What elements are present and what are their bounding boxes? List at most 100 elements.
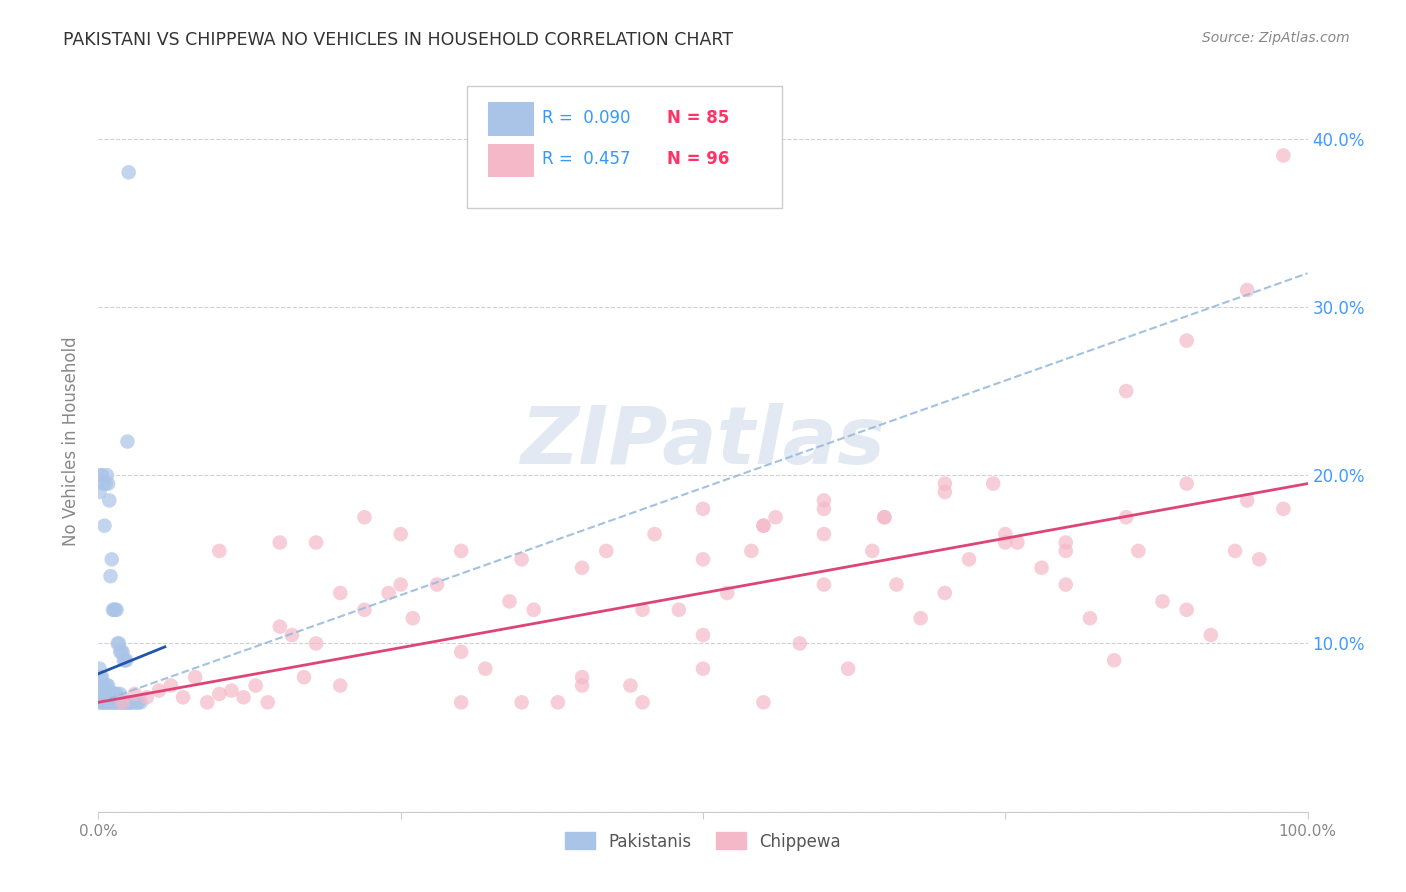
Point [571,670,593,684]
Point [765,510,787,524]
Point [619,679,641,693]
Point [90,687,112,701]
Point [100,569,122,583]
Point [100,695,122,709]
Point [96,695,118,709]
Point [118,695,141,709]
Point [329,586,352,600]
Point [1223,544,1246,558]
Point [94,476,117,491]
FancyBboxPatch shape [488,103,534,136]
Point [389,527,412,541]
Point [107,695,129,709]
Point [148,683,170,698]
Point [100,687,122,701]
Point [994,535,1017,549]
Point [716,586,738,600]
Point [98,493,121,508]
Point [644,527,666,541]
Point [115,653,138,667]
Point [117,434,139,449]
Point [1175,334,1198,348]
Point [1272,148,1295,162]
Point [91,679,114,693]
Point [114,695,136,709]
Point [91,670,114,684]
Point [111,645,134,659]
Point [426,577,449,591]
Point [450,645,472,659]
Point [104,603,127,617]
Point [93,695,115,709]
Point [91,687,114,701]
Point [97,476,120,491]
Point [96,679,118,693]
Point [91,679,114,693]
Point [90,670,112,684]
Point [97,695,120,709]
Point [1272,501,1295,516]
Point [195,695,218,709]
Point [127,695,149,709]
Point [692,662,714,676]
Point [981,476,1004,491]
Point [523,603,546,617]
Point [98,687,121,701]
Point [108,695,131,709]
Point [1236,493,1258,508]
Point [100,687,122,701]
Y-axis label: No Vehicles in Household: No Vehicles in Household [62,336,80,547]
Point [100,552,122,566]
Point [96,687,118,701]
Point [1249,552,1271,566]
Point [89,679,111,693]
Point [94,687,117,701]
Point [89,485,111,500]
Point [94,695,117,709]
Point [91,476,114,491]
Point [873,510,896,524]
Point [269,619,291,633]
Point [104,695,127,709]
Point [93,687,115,701]
Point [1054,544,1077,558]
Point [107,636,129,650]
Point [740,544,762,558]
Point [934,476,956,491]
Point [1054,577,1077,591]
Point [103,695,125,709]
Point [111,695,134,709]
Point [160,679,183,693]
Text: R =  0.090: R = 0.090 [543,109,631,127]
Point [631,603,654,617]
Point [103,687,125,701]
Point [91,468,114,483]
Text: N = 85: N = 85 [666,109,728,127]
Point [110,645,132,659]
Point [105,687,128,701]
Point [115,695,138,709]
Point [1031,560,1053,574]
Point [1054,535,1077,549]
Point [692,501,714,516]
Point [256,695,278,709]
Point [93,679,115,693]
Point [305,636,328,650]
Point [595,544,617,558]
Point [1078,611,1101,625]
Point [353,510,375,524]
Point [124,695,146,709]
Point [101,603,124,617]
Text: N = 96: N = 96 [666,150,730,168]
Point [1236,283,1258,297]
Point [245,679,267,693]
Point [118,695,141,709]
Point [571,679,593,693]
Point [89,662,111,676]
Point [1102,653,1125,667]
Point [692,552,714,566]
Point [1175,603,1198,617]
Point [114,653,136,667]
Point [89,687,111,701]
Point [110,695,132,709]
